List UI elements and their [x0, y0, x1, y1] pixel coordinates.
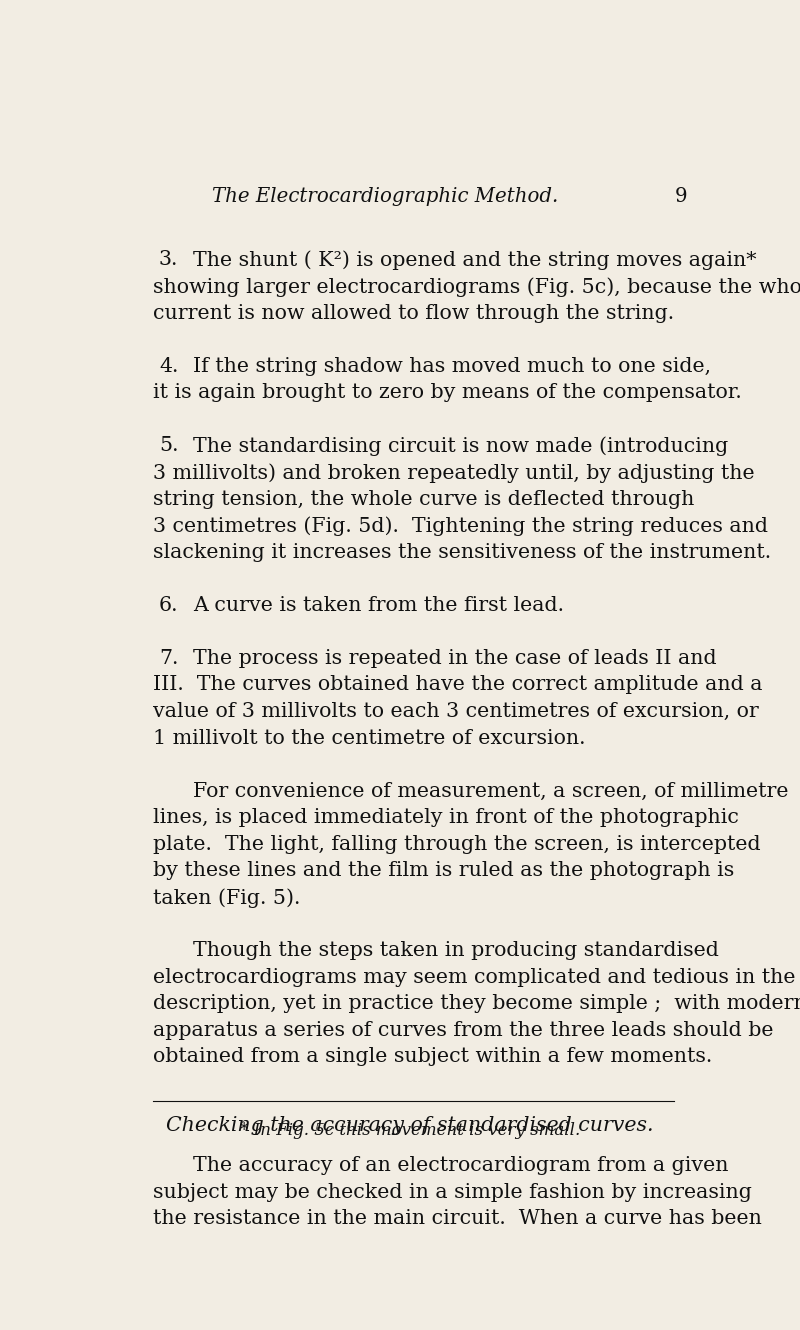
Text: obtained from a single subject within a few moments.: obtained from a single subject within a … — [153, 1048, 712, 1067]
Text: 3.: 3. — [159, 250, 178, 270]
Text: 1 millivolt to the centimetre of excursion.: 1 millivolt to the centimetre of excursi… — [153, 729, 586, 747]
Text: 4.: 4. — [159, 356, 178, 375]
Text: The Electrocardiographic Method.: The Electrocardiographic Method. — [212, 188, 558, 206]
Text: The standardising circuit is now made (introducing: The standardising circuit is now made (i… — [193, 436, 728, 456]
Text: 7.: 7. — [159, 649, 178, 668]
Text: If the string shadow has moved much to one side,: If the string shadow has moved much to o… — [193, 356, 711, 375]
Text: showing larger electrocardiograms (Fig. 5c), because the whole: showing larger electrocardiograms (Fig. … — [153, 277, 800, 297]
Text: 5.: 5. — [159, 436, 178, 455]
Text: plate.  The light, falling through the screen, is intercepted: plate. The light, falling through the sc… — [153, 835, 760, 854]
Text: A curve is taken from the first lead.: A curve is taken from the first lead. — [193, 596, 564, 614]
Text: apparatus a series of curves from the three leads should be: apparatus a series of curves from the th… — [153, 1021, 773, 1040]
Text: The process is repeated in the case of leads II and: The process is repeated in the case of l… — [193, 649, 717, 668]
Text: electrocardiograms may seem complicated and tedious in the: electrocardiograms may seem complicated … — [153, 968, 795, 987]
Text: taken (Fig. 5).: taken (Fig. 5). — [153, 888, 300, 907]
Text: For convenience of measurement, a screen, of millimetre: For convenience of measurement, a screen… — [193, 782, 789, 801]
Text: slackening it increases the sensitiveness of the instrument.: slackening it increases the sensitivenes… — [153, 543, 771, 561]
Text: subject may be checked in a simple fashion by increasing: subject may be checked in a simple fashi… — [153, 1182, 751, 1202]
Text: The accuracy of an electrocardiogram from a given: The accuracy of an electrocardiogram fro… — [193, 1156, 729, 1176]
Text: 3 millivolts) and broken repeatedly until, by adjusting the: 3 millivolts) and broken repeatedly unti… — [153, 463, 754, 483]
Text: 6.: 6. — [159, 596, 178, 614]
Text: 9: 9 — [675, 188, 687, 206]
Text: the resistance in the main circuit.  When a curve has been: the resistance in the main circuit. When… — [153, 1209, 762, 1229]
Text: III.  The curves obtained have the correct amplitude and a: III. The curves obtained have the correc… — [153, 676, 762, 694]
Text: lines, is placed immediately in front of the photographic: lines, is placed immediately in front of… — [153, 809, 738, 827]
Text: current is now allowed to flow through the string.: current is now allowed to flow through t… — [153, 303, 674, 323]
Text: value of 3 millivolts to each 3 centimetres of excursion, or: value of 3 millivolts to each 3 centimet… — [153, 702, 758, 721]
Text: * In Fig. 5c this movement is very small.: * In Fig. 5c this movement is very small… — [240, 1123, 580, 1138]
Text: string tension, the whole curve is deflected through: string tension, the whole curve is defle… — [153, 489, 694, 508]
Text: Though the steps taken in producing standardised: Though the steps taken in producing stan… — [193, 942, 719, 960]
Text: it is again brought to zero by means of the compensator.: it is again brought to zero by means of … — [153, 383, 742, 402]
Text: by these lines and the film is ruled as the photograph is: by these lines and the film is ruled as … — [153, 862, 734, 880]
Text: description, yet in practice they become simple ;  with modern: description, yet in practice they become… — [153, 995, 800, 1013]
Text: Checking the accuracy of standardised curves.: Checking the accuracy of standardised cu… — [166, 1116, 654, 1136]
Text: 3 centimetres (Fig. 5d).  Tightening the string reduces and: 3 centimetres (Fig. 5d). Tightening the … — [153, 516, 768, 536]
Text: The shunt ( K²) is opened and the string moves again*: The shunt ( K²) is opened and the string… — [193, 250, 757, 270]
